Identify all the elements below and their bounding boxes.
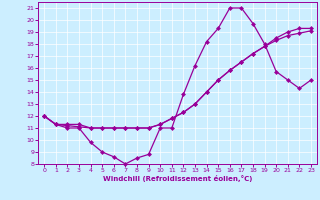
X-axis label: Windchill (Refroidissement éolien,°C): Windchill (Refroidissement éolien,°C) xyxy=(103,175,252,182)
